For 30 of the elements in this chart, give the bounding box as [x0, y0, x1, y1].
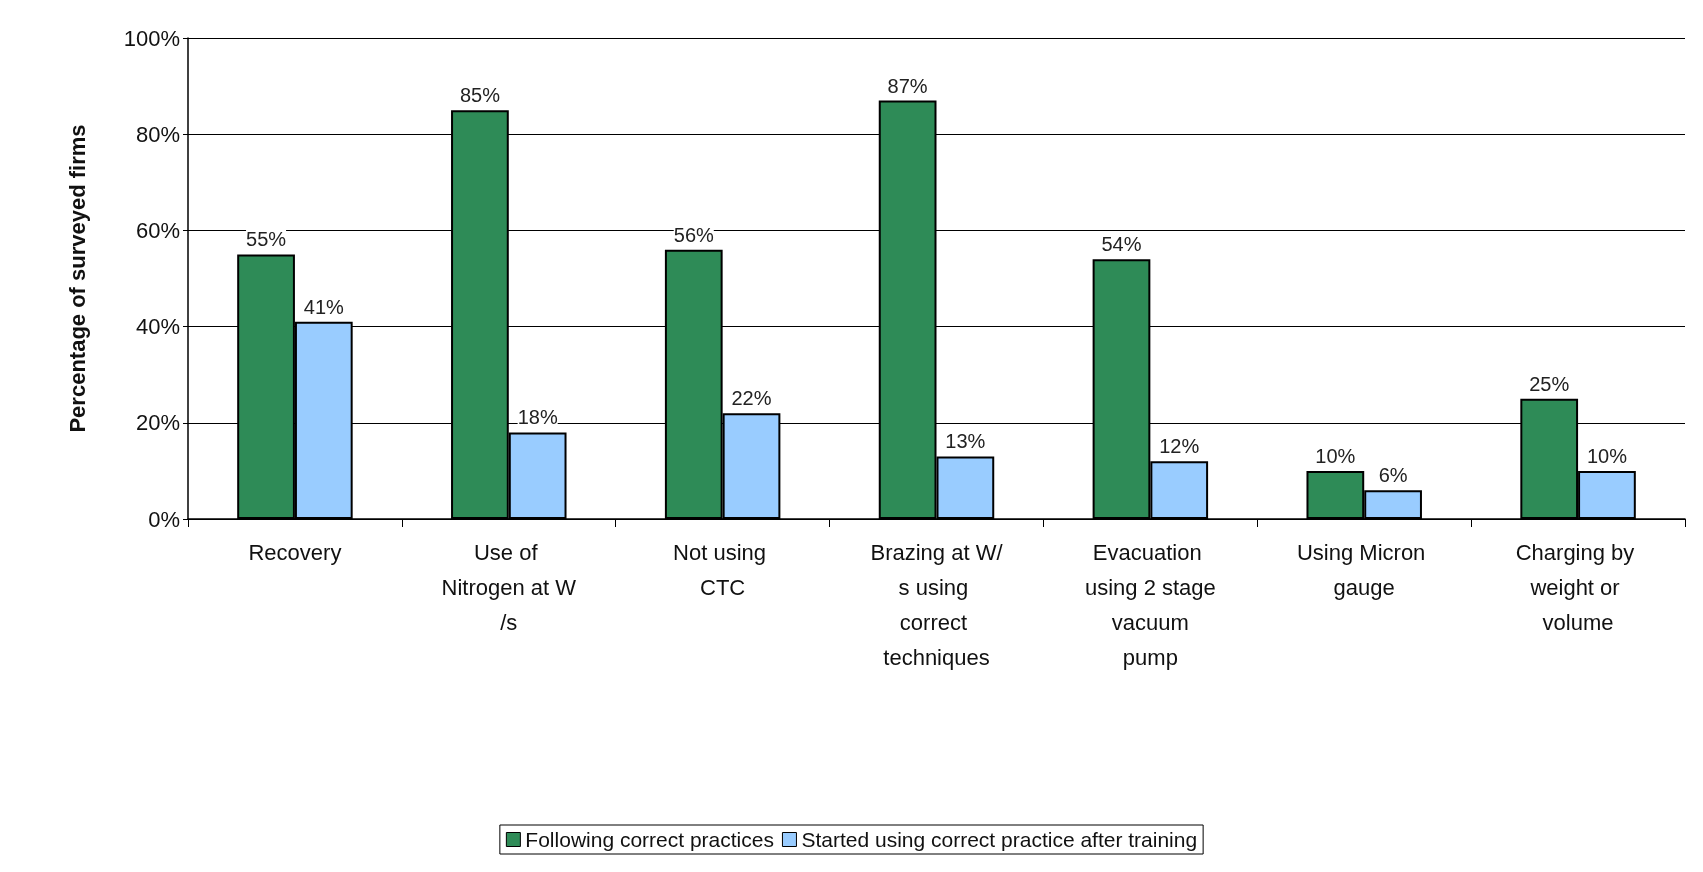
- y-tick-label: 0%: [148, 506, 180, 532]
- y-tick-label: 100%: [123, 25, 180, 51]
- data-label: 13%: [945, 430, 986, 453]
- x-tick-label: Use of Nitrogen at W/s: [441, 540, 577, 635]
- y-tick-label: 20%: [135, 410, 180, 436]
- data-label: 10%: [1315, 444, 1356, 467]
- data-label: 85%: [459, 84, 501, 107]
- x-tick-label: Recovery: [248, 540, 342, 565]
- legend-label: Started using correct practice after training: [801, 828, 1198, 851]
- x-tick-label: Evacuation using 2 stage vacuum pump: [1084, 540, 1216, 670]
- data-label: 22%: [731, 387, 772, 410]
- y-tick-label: 80%: [135, 121, 180, 147]
- x-tick-label: Using Micron gauge: [1296, 540, 1432, 600]
- data-label: 10%: [1586, 444, 1628, 467]
- x-tick-label: Charging by weight or volume: [1515, 540, 1641, 635]
- data-label: 54%: [1101, 233, 1142, 256]
- y-axis-title: Percentage of surveyed firms: [64, 124, 90, 433]
- data-label: 18%: [517, 406, 558, 429]
- x-tick-label: Brazing at W/s using correct techniques: [870, 540, 1004, 670]
- data-label: 6%: [1378, 464, 1408, 487]
- data-label: 25%: [1529, 372, 1570, 395]
- data-label: 56%: [673, 223, 714, 246]
- data-label: 87%: [887, 74, 928, 97]
- x-tick-label: Not using CTC: [673, 540, 773, 600]
- y-tick-label: 40%: [135, 314, 180, 340]
- data-label: 12%: [1159, 435, 1200, 458]
- data-label: 55%: [246, 228, 287, 251]
- legend-label: Following correct practices: [525, 828, 774, 851]
- data-label: 41%: [303, 295, 345, 318]
- y-tick-label: 60%: [135, 217, 180, 243]
